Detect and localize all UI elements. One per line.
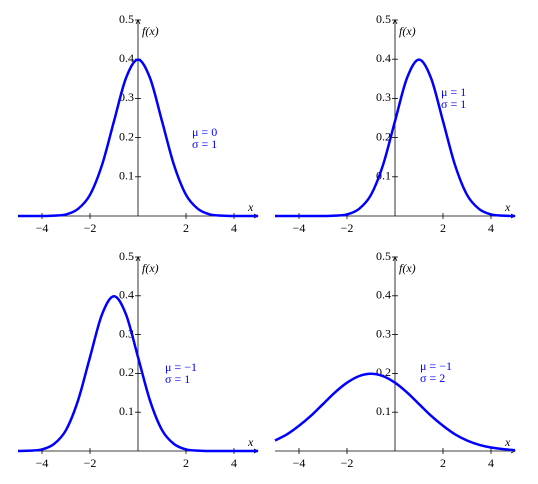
x-axis-label: x: [504, 200, 511, 214]
x-tick-label: 4: [488, 456, 494, 470]
annotation: μ = 1: [441, 85, 466, 99]
x-tick-label: −4: [36, 221, 49, 235]
x-axis-label: x: [504, 435, 511, 449]
annotation: σ = 1: [192, 137, 217, 151]
y-tick-label: 0.3: [376, 90, 391, 104]
y-tick-label: 0.5: [119, 249, 134, 263]
y-tick-label: 0.3: [119, 90, 134, 104]
y-tick-label: 0.3: [376, 326, 391, 340]
y-tick-label: 0.1: [119, 169, 134, 183]
x-tick-label: −2: [84, 456, 97, 470]
annotation: μ = −1: [420, 359, 452, 373]
annotation: σ = 1: [441, 97, 466, 111]
x-tick-label: 2: [440, 221, 446, 235]
y-axis-label: f(x): [142, 261, 159, 275]
x-tick-label: 4: [488, 221, 494, 235]
x-tick-label: 2: [183, 221, 189, 235]
y-tick-label: 0.2: [119, 365, 134, 379]
x-axis-label: x: [247, 435, 254, 449]
annotation: μ = −1: [165, 360, 197, 374]
y-tick-label: 0.5: [376, 249, 391, 263]
y-axis-label: f(x): [399, 261, 416, 275]
y-tick-label: 0.5: [376, 12, 391, 26]
annotation: σ = 1: [165, 372, 190, 386]
x-axis-label: x: [247, 200, 254, 214]
x-tick-label: 2: [183, 456, 189, 470]
y-tick-label: 0.1: [119, 404, 134, 418]
y-tick-label: 0.2: [376, 129, 391, 143]
y-tick-label: 0.4: [376, 51, 391, 65]
y-tick-label: 0.4: [376, 288, 391, 302]
y-tick-label: 0.4: [119, 51, 134, 65]
y-axis-label: f(x): [399, 24, 416, 38]
curve: [17, 294, 258, 453]
y-tick-label: 0.2: [119, 129, 134, 143]
x-tick-label: 2: [440, 456, 446, 470]
x-tick-label: 4: [231, 456, 237, 470]
y-tick-label: 0.1: [376, 404, 391, 418]
x-tick-label: −4: [36, 456, 49, 470]
x-tick-label: −2: [341, 456, 354, 470]
annotation: σ = 2: [420, 371, 445, 385]
annotation: μ = 0: [192, 125, 217, 139]
curve: [274, 372, 516, 452]
y-tick-label: 0.4: [119, 288, 134, 302]
curve: [274, 58, 516, 218]
x-tick-label: −2: [84, 221, 97, 235]
x-tick-label: −4: [293, 456, 306, 470]
x-tick-label: 4: [231, 221, 237, 235]
x-tick-label: −2: [341, 221, 354, 235]
y-tick-label: 0.5: [119, 12, 134, 26]
curve: [17, 58, 258, 218]
x-tick-label: −4: [293, 221, 306, 235]
y-axis-label: f(x): [142, 24, 159, 38]
